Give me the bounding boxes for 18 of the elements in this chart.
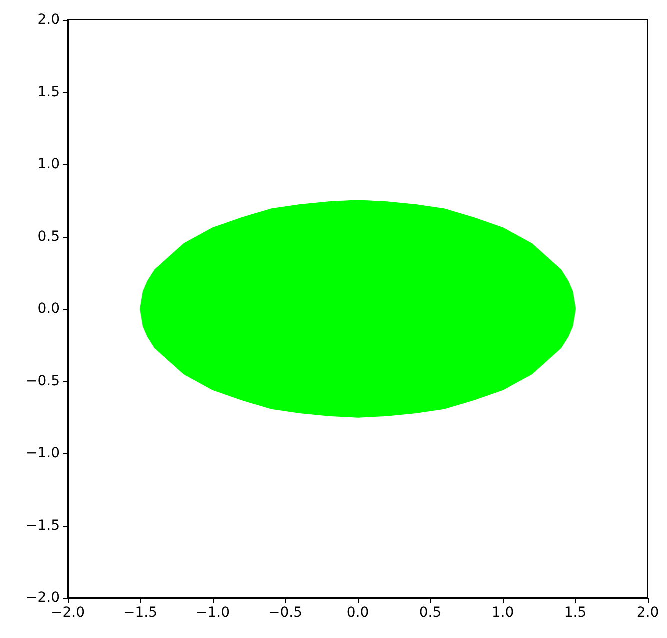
x-tick-label: 1.5 (564, 605, 587, 621)
y-tick-label: 0.0 (38, 301, 60, 317)
x-tick-label: 0.0 (346, 605, 370, 621)
y-tick-label: 0.5 (38, 228, 60, 245)
x-tick-label: −0.5 (268, 605, 302, 621)
x-tick-label: −2.0 (51, 605, 85, 621)
y-tick-label: −0.5 (26, 373, 60, 390)
y-tick-label: −1.5 (26, 518, 60, 534)
y-tick-label: 2.0 (38, 12, 60, 28)
y-tick-label: 1.0 (38, 156, 60, 172)
y-tick-label: −2.0 (26, 590, 60, 606)
x-tick-label: −1.0 (196, 605, 230, 621)
y-tick-label: 1.5 (38, 84, 60, 100)
x-tick-label: 1.0 (492, 605, 514, 621)
y-tick-label: −1.0 (26, 446, 60, 462)
x-tick-label: 0.5 (419, 605, 442, 621)
x-tick-label: −1.5 (124, 605, 158, 621)
x-tick-label: 2.0 (636, 605, 660, 621)
